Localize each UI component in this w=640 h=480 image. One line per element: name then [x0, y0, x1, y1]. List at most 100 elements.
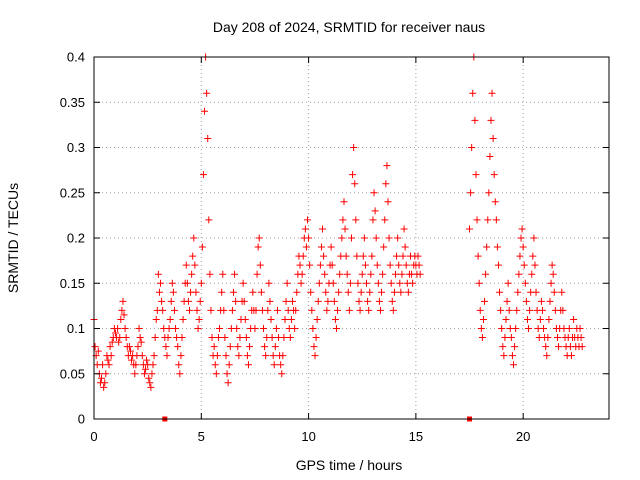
data-point — [522, 297, 530, 305]
data-point — [525, 325, 533, 332]
data-point — [204, 134, 212, 142]
data-point — [330, 297, 338, 305]
data-point — [292, 306, 300, 314]
data-point — [538, 306, 546, 314]
data-point — [357, 288, 365, 296]
data-point — [346, 279, 354, 287]
data-point — [199, 171, 207, 179]
data-point — [229, 288, 237, 296]
data-point — [352, 216, 360, 224]
data-point — [277, 361, 285, 369]
data-point — [472, 171, 480, 179]
data-point — [91, 343, 99, 351]
data-point — [490, 171, 498, 179]
data-point — [309, 325, 317, 332]
data-point — [189, 252, 197, 260]
data-point — [105, 361, 113, 369]
data-point — [482, 270, 490, 278]
data-point — [529, 252, 537, 260]
data-point — [262, 352, 270, 360]
x-tick-label: 15 — [409, 429, 423, 444]
data-point — [323, 306, 331, 314]
data-point — [283, 279, 291, 287]
data-point — [131, 370, 139, 378]
data-point — [364, 297, 372, 305]
data-point — [478, 334, 486, 342]
data-point — [143, 356, 151, 364]
data-point — [194, 325, 202, 332]
data-point — [140, 370, 148, 378]
data-point — [135, 325, 143, 332]
data-point — [544, 334, 552, 342]
data-point — [221, 334, 229, 342]
data-point — [99, 361, 107, 369]
data-point — [361, 261, 369, 269]
data-point — [98, 374, 106, 382]
data-point — [233, 325, 241, 332]
y-tick-label: 0.25 — [60, 185, 85, 200]
data-point — [505, 306, 513, 314]
data-point — [245, 361, 252, 369]
data-point — [232, 297, 240, 305]
data-point — [253, 270, 261, 278]
data-point — [468, 144, 476, 151]
data-point — [278, 370, 286, 378]
data-point — [94, 347, 102, 355]
data-point — [343, 270, 351, 278]
data-point — [336, 270, 344, 278]
data-point — [381, 216, 389, 224]
data-point — [558, 288, 566, 296]
data-point — [471, 116, 479, 124]
data-point — [147, 383, 155, 391]
data-point — [246, 343, 254, 351]
data-point — [185, 306, 193, 314]
data-point — [467, 189, 475, 197]
data-point — [487, 116, 495, 124]
data-point — [404, 288, 412, 296]
data-point — [402, 261, 410, 269]
data-point — [475, 279, 483, 287]
data-point — [218, 288, 226, 296]
data-point — [386, 261, 394, 269]
data-point — [499, 343, 507, 351]
data-point — [178, 334, 186, 342]
data-point — [118, 306, 126, 314]
data-point — [102, 370, 110, 378]
data-point — [167, 297, 175, 305]
data-point — [207, 306, 215, 314]
data-point — [138, 352, 146, 360]
data-point — [201, 107, 209, 115]
data-point — [396, 279, 404, 287]
data-point — [521, 279, 529, 287]
data-point — [350, 144, 358, 151]
data-point — [166, 315, 174, 323]
data-point — [548, 261, 556, 269]
data-point — [307, 288, 315, 296]
data-point — [234, 343, 242, 351]
data-point — [299, 252, 307, 260]
data-point — [257, 288, 265, 296]
data-point — [196, 297, 204, 305]
data-point — [486, 153, 494, 161]
data-point — [157, 279, 165, 287]
data-point — [315, 279, 323, 287]
data-point — [242, 334, 250, 342]
data-point — [182, 261, 190, 269]
data-point — [373, 261, 381, 269]
y-tick-label: 0.4 — [67, 50, 85, 65]
data-point — [528, 270, 536, 278]
x-tick-label: 0 — [90, 429, 97, 444]
data-point — [514, 288, 522, 296]
data-point — [121, 325, 129, 332]
y-tick-label: 0 — [78, 412, 85, 427]
data-point — [306, 261, 314, 269]
data-point — [504, 279, 512, 287]
data-point — [288, 297, 296, 305]
data-point — [108, 338, 116, 346]
data-point — [399, 252, 407, 260]
data-point — [559, 306, 567, 314]
data-point — [348, 234, 355, 242]
data-point — [170, 306, 178, 314]
data-point — [542, 343, 550, 351]
data-point — [484, 216, 492, 224]
